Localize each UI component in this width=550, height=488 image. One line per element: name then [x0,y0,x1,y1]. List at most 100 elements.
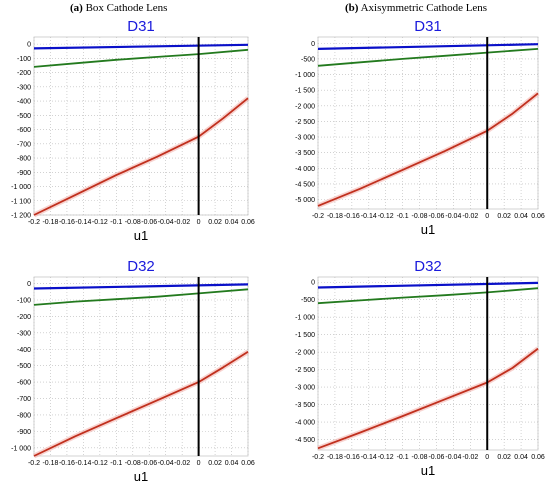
x-tick-label: -0.04 [445,213,461,220]
x-tick-label: -0.18 [327,213,343,220]
x-tick-label: 0.06 [241,460,255,467]
x-tick-label: 0.02 [208,219,222,226]
x-axis-label: u1 [421,222,435,237]
x-tick-label: -0.08 [125,460,141,467]
series-line-blue [33,283,249,290]
y-tick-label: -900 [17,429,31,436]
y-tick-label: -2 500 [295,119,315,126]
y-tick-label: -4 000 [295,420,315,427]
x-tick-label: -0.06 [141,219,157,226]
y-tick-label: -5 000 [295,197,315,204]
column-title-b-text: Axisymmetric Cathode Lens [360,2,488,14]
x-tick-label: 0.04 [225,219,239,226]
x-tick-label: -0.1 [110,460,122,467]
x-tick-label: -0.06 [428,213,444,220]
x-tick-label: -0.14 [361,213,377,220]
x-tick-label: -0.06 [141,460,157,467]
chart-title: D31 [414,18,442,35]
series-line-red [33,97,249,216]
y-tick-label: -900 [17,170,31,177]
x-tick-label: -0.2 [312,454,324,461]
y-tick-label: -1 000 [295,72,315,79]
x-tick-label: 0.06 [531,213,545,220]
chart-svg-b-d31: D31 0 -500 -1 000 -1 500 -2 000 -2 500 -3 000 -3… [295,18,545,237]
x-tick-label: -0.02 [174,460,190,467]
x-tick-label: -0.1 [397,454,409,461]
y-tick-label: -400 [17,347,31,354]
x-tick-label: -0.06 [428,454,444,461]
y-tick-label: -4 500 [295,181,315,188]
y-tick-label: -400 [17,99,31,106]
y-tick-label: -4 500 [295,437,315,444]
x-tick-label: -0.16 [344,213,360,220]
chart-panel-a-d32: D32 0 -100 -200 -300 -400 -500 -600 -700 -800 -900… [0,254,270,488]
x-axis-label: u1 [134,228,148,243]
x-tick-label: 0.02 [208,460,222,467]
x-tick-label: -0.1 [397,213,409,220]
y-tick-label: -3 000 [295,135,315,142]
y-tick-label: -500 [17,113,31,120]
y-tick-label: -100 [17,297,31,304]
series-line-green [33,288,249,306]
y-tick-label: -200 [17,314,31,321]
x-tick-label: -0.04 [158,460,174,467]
series-line-blue [317,281,539,289]
y-tick-label: -100 [17,56,31,63]
y-tick-label: -3 500 [295,150,315,157]
y-tick-label: -3 500 [295,402,315,409]
chart-title: D31 [127,18,155,35]
x-tick-label: -0.18 [42,460,58,467]
y-tick-label: -1 000 [11,184,31,191]
x-axis-label: u1 [134,469,148,484]
x-tick-label: 0.02 [497,454,511,461]
y-tick-label: -1 500 [295,332,315,339]
chart-title: D32 [414,258,442,275]
y-tick-label: -200 [17,70,31,77]
series-line-red [317,92,539,207]
x-tick-label: 0.04 [225,460,239,467]
x-tick-label: -0.04 [445,454,461,461]
column-title-a: (a) Box Cathode Lens [70,2,167,14]
chart-panel-b-d32: D32 0 -500 -1 000 -1 500 -2 000 -2 500 -3 000 -3… [276,254,546,488]
y-tick-label: -800 [17,412,31,419]
x-tick-label: 0 [197,460,201,467]
chart-svg-b-d32: D32 0 -500 -1 000 -1 500 -2 000 -2 500 -3 000 -3… [295,258,545,478]
y-tick-label: -1 000 [295,315,315,322]
y-tick-label: -300 [17,330,31,337]
x-tick-label: -0.12 [378,454,394,461]
plot-area [317,276,539,451]
y-tick-label: -600 [17,380,31,387]
y-tick-label: -500 [301,297,315,304]
x-tick-label: 0 [485,213,489,220]
x-tick-label: -0.2 [28,219,40,226]
x-tick-label: 0.06 [531,454,545,461]
y-tick-label: -2 500 [295,367,315,374]
series-line-green [33,48,249,68]
chart-panel-a-d31: D31 0 -100 -200 -300 -400 -500 -600 -700 -800 -900… [0,14,270,248]
x-tick-label: -0.08 [125,219,141,226]
x-tick-label: -0.12 [378,213,394,220]
y-tick-label: -1 100 [11,198,31,205]
x-tick-label: -0.1 [110,219,122,226]
x-tick-label: 0.06 [241,219,255,226]
x-tick-label: -0.12 [92,460,108,467]
y-tick-label: -4 000 [295,166,315,173]
series-line-green [317,48,539,67]
chart-svg-a-d31: D31 0 -100 -200 -300 -400 -500 -600 -700 -800 -900… [11,18,255,243]
x-tick-label: -0.16 [344,454,360,461]
x-tick-label: -0.02 [462,454,478,461]
x-tick-label: -0.08 [412,454,428,461]
y-tick-label: 0 [27,42,31,49]
x-tick-label: -0.18 [42,219,58,226]
column-title-b: (b) Axisymmetric Cathode Lens [345,2,487,14]
y-tick-label: -600 [17,127,31,134]
y-tick-label: -700 [17,396,31,403]
y-tick-label: -300 [17,84,31,91]
y-tick-label: -500 [301,56,315,63]
y-tick-label: -3 000 [295,385,315,392]
x-tick-label: -0.12 [92,219,108,226]
y-tick-label: -2 000 [295,350,315,357]
y-tick-label: -2 000 [295,103,315,110]
y-tick-label: 0 [27,281,31,288]
column-title-b-letter: (b) [345,2,359,14]
